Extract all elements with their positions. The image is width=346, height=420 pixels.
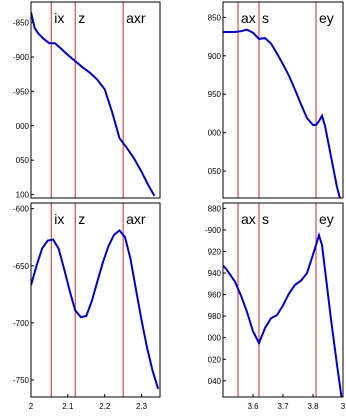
x-tick-label: 3.8 [307,402,319,411]
series-line [31,228,160,390]
y-tick-label: 050 [16,156,30,165]
y-tick-label: 880 [208,204,222,213]
x-tick-label: 3.6 [247,402,259,411]
marker-label-ax: ax [241,10,256,26]
y-tick-label: 000 [16,122,30,131]
y-tick-label: -900 [205,226,222,235]
y-tick-label: -850 [13,19,30,28]
chart-panel-top-left: ix z axr -850 -900 -950 000 050 100 [13,1,161,200]
x-tick-label: 2 [29,402,34,411]
marker-label-axr: axr [126,10,146,26]
marker-label-axr: axr [126,211,146,227]
plot-frame [222,1,344,199]
y-tick-label: 050 [208,167,222,176]
marker-label-ey: ey [319,10,334,26]
marker-label-ax: ax [241,211,256,227]
marker-label-ix: ix [54,211,64,227]
x-tick-label: 2.1 [62,402,74,411]
y-tick-label: 000 [208,334,222,343]
marker-label-z: z [78,10,85,26]
plot-frame [30,1,161,199]
y-tick-label: 100 [16,191,30,200]
x-tick-label: 3 [341,402,346,411]
marker-label-s: s [262,10,269,26]
marker-label-ey: ey [319,211,334,227]
y-tick-label: 940 [208,269,222,278]
plot-frame [30,202,161,398]
y-tick-label: -700 [13,319,30,328]
chart-panel-bottom-left: ix z axr -600 -650 -700 -750 2 2.1 2.2 2.3 [13,202,161,411]
y-tick-label: -950 [13,87,30,96]
y-tick-label: 000 [208,129,222,138]
y-tick-label: -750 [13,376,30,385]
chart-panel-bottom-right: ax s ey 880 -900 920 940 960 980 000 020 040 3.6 3.7 3… [205,202,346,411]
x-tick-label: 2.3 [136,402,148,411]
y-tick-label: 950 [208,90,222,99]
y-tick-label: 980 [208,312,222,321]
plot-frame [222,202,344,398]
marker-label-ix: ix [54,10,64,26]
y-tick-label: 960 [208,291,222,300]
y-tick-label: 900 [208,52,222,61]
y-tick-label: -650 [13,262,30,271]
marker-label-z: z [78,211,85,227]
y-tick-label: -600 [13,205,30,214]
chart-panel-top-right: ax s ey 850 900 950 000 050 [208,1,344,199]
y-tick-label: -900 [13,53,30,62]
y-tick-label: 020 [208,355,222,364]
series-line [31,12,156,197]
x-tick-label: 2.2 [99,402,111,411]
y-tick-label: 920 [208,248,222,257]
series-line [223,231,343,397]
marker-label-s: s [262,211,269,227]
y-tick-label: 850 [208,13,222,22]
x-tick-label: 3.7 [277,402,289,411]
series-line [223,28,341,198]
y-tick-label: 040 [208,377,222,386]
